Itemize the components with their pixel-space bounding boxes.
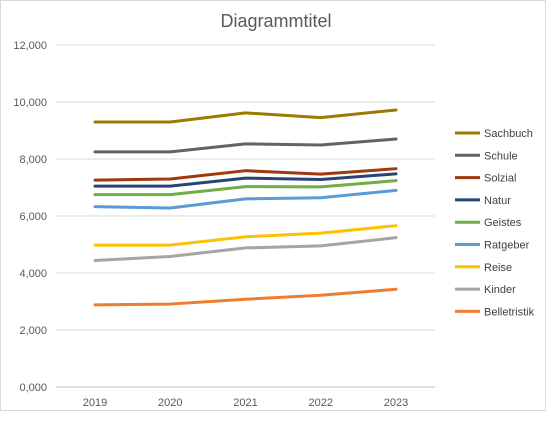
y-tick-label: 0,000 — [19, 382, 47, 394]
y-tick-label: 2,000 — [19, 325, 47, 337]
x-tick-label: 2022 — [309, 397, 333, 409]
legend-label: Ratgeber — [484, 240, 530, 252]
legend-item-schule[interactable]: Schule — [455, 150, 518, 162]
chart-title[interactable]: Diagrammtitel — [220, 11, 331, 31]
chart-area[interactable] — [0, 0, 546, 411]
x-tick-label: 2023 — [384, 397, 408, 409]
y-tick-label: 4,000 — [19, 268, 47, 280]
x-axis[interactable]: 2019 2020 2021 2022 2023 — [83, 397, 408, 409]
y-tick-label: 8,000 — [19, 154, 47, 166]
legend-item-natur[interactable]: Natur — [455, 195, 511, 207]
series-line-reise[interactable] — [93, 224, 398, 247]
series-line-solzial[interactable] — [93, 167, 398, 182]
y-tick-label: 10,000 — [13, 97, 47, 109]
series-line-ratgeber[interactable] — [93, 188, 398, 210]
legend-label: Kinder — [484, 284, 516, 296]
y-axis[interactable]: 0,000 2,000 4,000 6,000 8,000 10,000 12,000 — [13, 40, 47, 394]
y-tick-label: 12,000 — [13, 40, 47, 52]
legend-label: Belletristik — [484, 306, 535, 318]
legend-label: Schule — [484, 150, 518, 162]
series-line-geistes[interactable] — [93, 179, 398, 197]
legend-label: Sachbuch — [484, 128, 533, 140]
legend-label: Reise — [484, 262, 512, 274]
series-line-schule[interactable] — [93, 137, 398, 154]
legend-item-solzial[interactable]: Solzial — [455, 173, 516, 185]
legend-item-geistes[interactable]: Geistes — [455, 217, 522, 229]
legend-item-reise[interactable]: Reise — [455, 262, 512, 274]
series-line-kinder[interactable] — [93, 236, 398, 262]
x-tick-label: 2020 — [158, 397, 182, 409]
legend-item-kinder[interactable]: Kinder — [455, 284, 516, 296]
series-line-sachbuch[interactable] — [93, 108, 398, 124]
legend-item-ratgeber[interactable]: Ratgeber — [455, 240, 530, 252]
legend-label: Solzial — [484, 173, 516, 185]
gridlines — [56, 44, 435, 388]
legend-label: Geistes — [484, 217, 522, 229]
series-line-belletristik[interactable] — [93, 287, 398, 307]
series-lines[interactable] — [93, 108, 398, 307]
x-tick-label: 2019 — [83, 397, 107, 409]
series-line-natur[interactable] — [93, 172, 398, 188]
legend-label: Natur — [484, 195, 511, 207]
legend-item-sachbuch[interactable]: Sachbuch — [455, 128, 533, 140]
x-tick-label: 2021 — [233, 397, 257, 409]
legend-item-belletristik[interactable]: Belletristik — [455, 306, 535, 318]
y-tick-label: 6,000 — [19, 211, 47, 223]
legend[interactable]: Sachbuch Schule Solzial Natur Geistes Ratgebe… — [455, 128, 535, 318]
